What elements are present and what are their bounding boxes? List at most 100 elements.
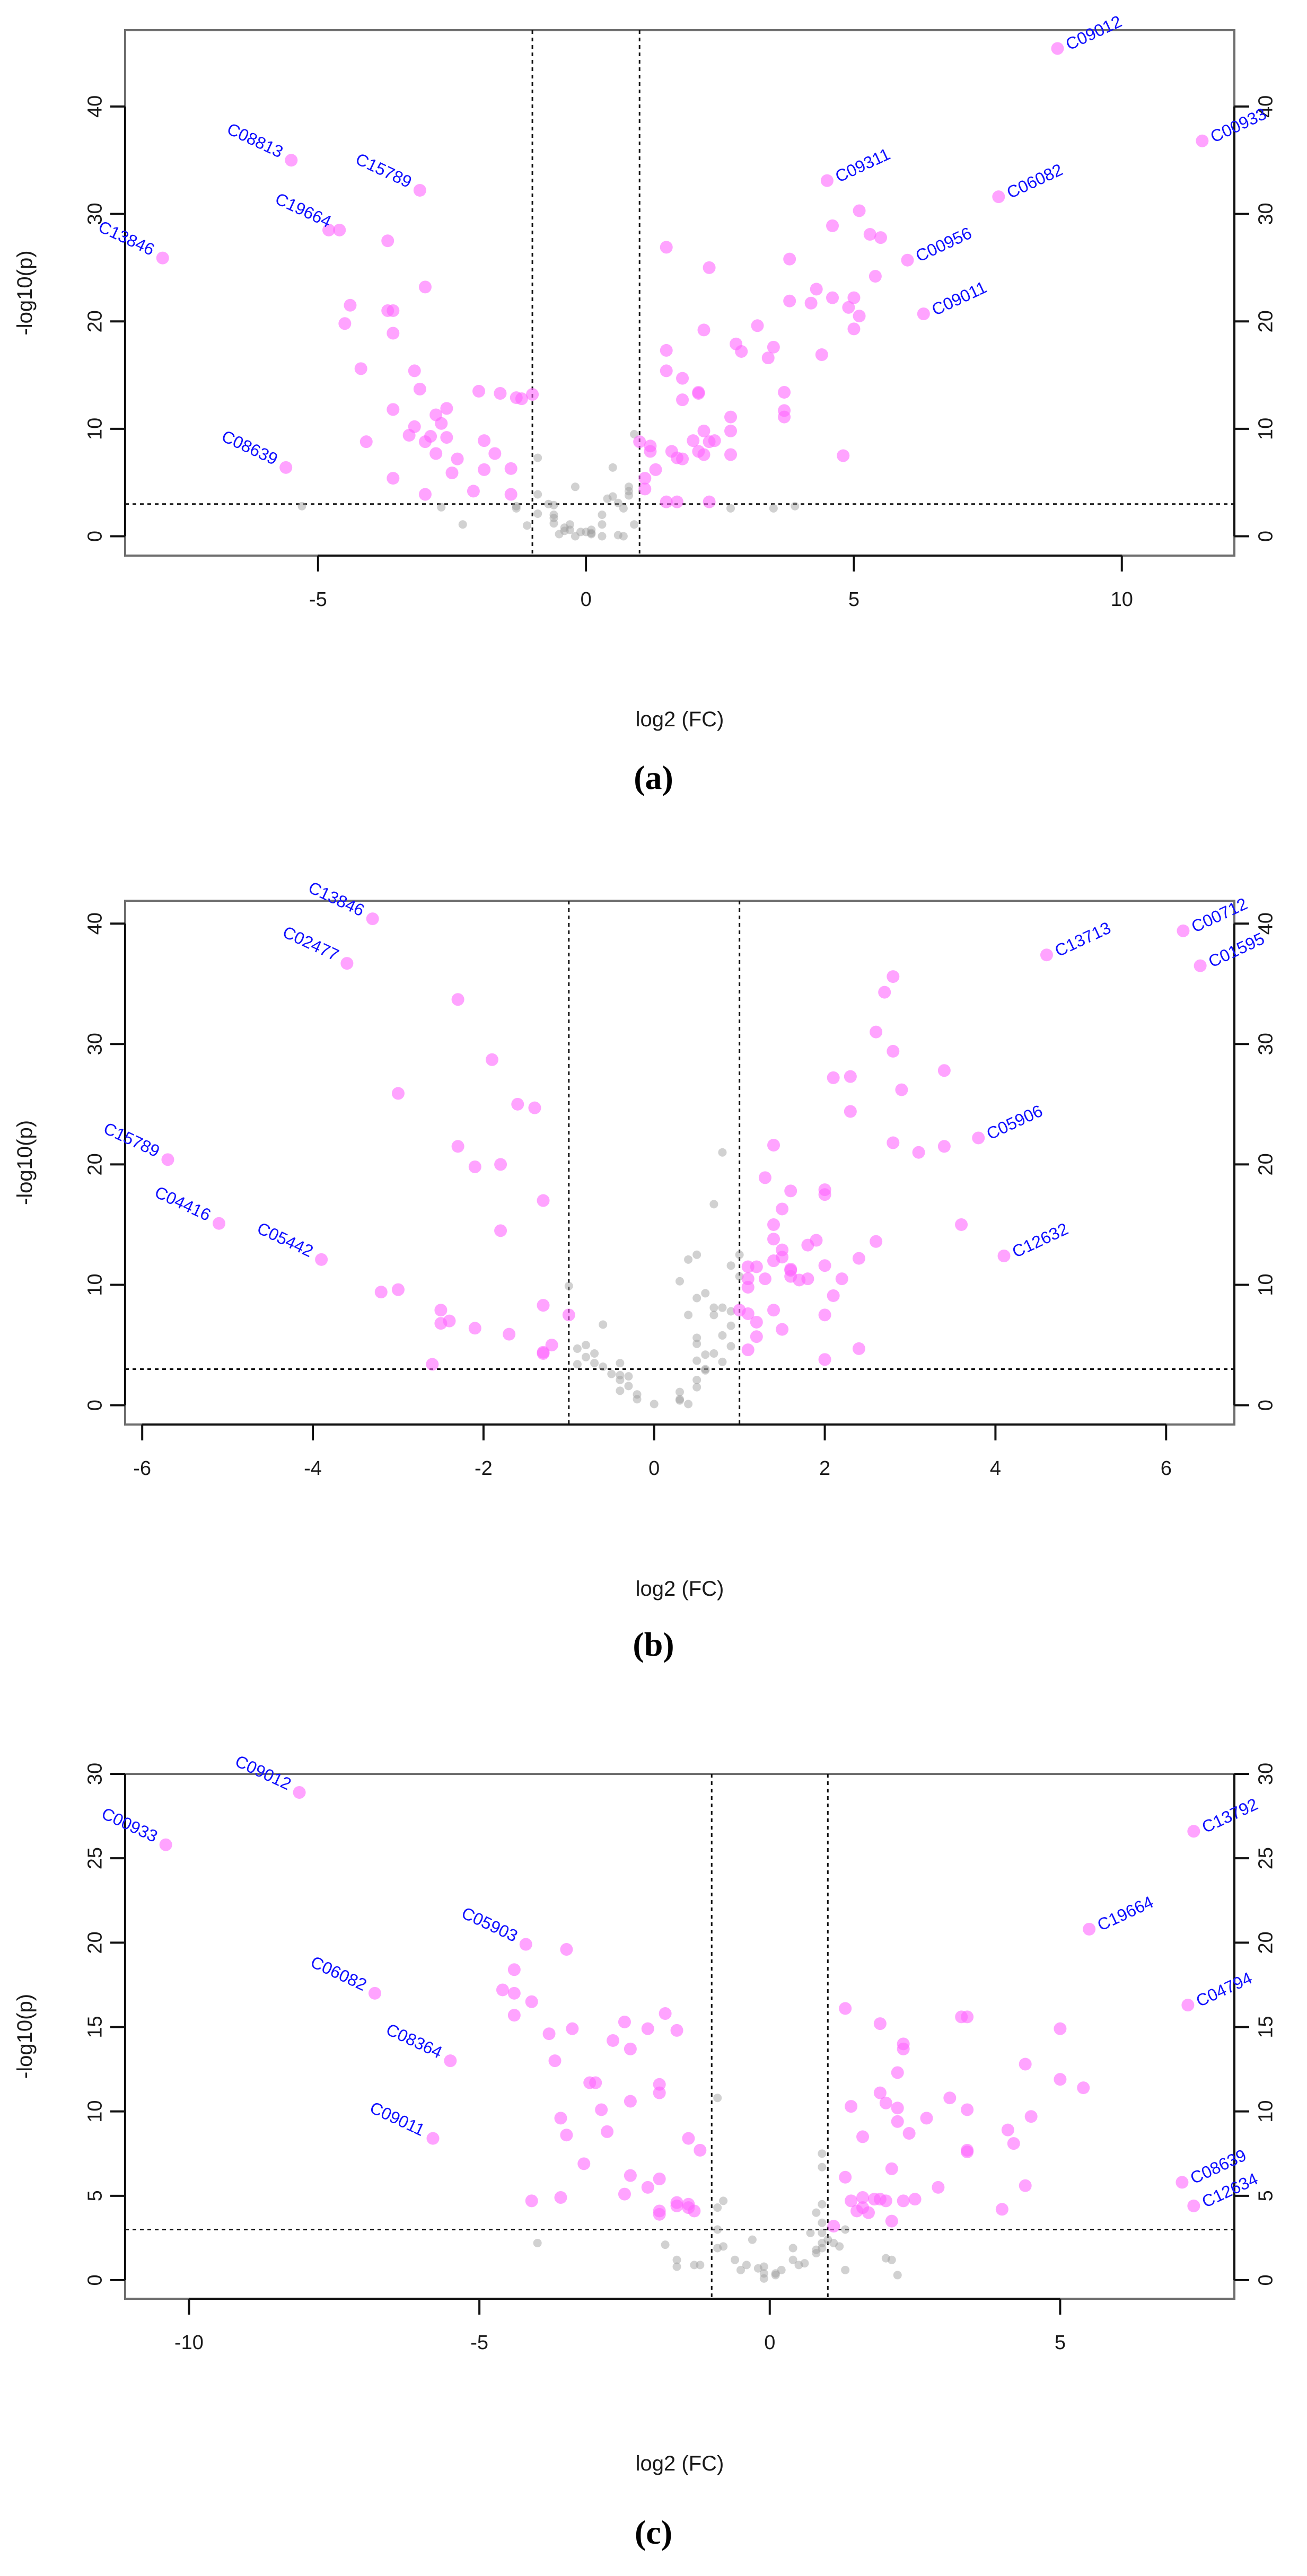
significant-point: [429, 447, 443, 460]
labeled-point: [1187, 1825, 1200, 1838]
y-tick-label-right: 15: [1255, 2016, 1277, 2038]
significant-point: [494, 1224, 507, 1237]
panel-a: -5 0 5 10 0 0 10 10 20 20 30 30 40 40 log2 (FC) -log10(…: [0, 0, 1307, 816]
significant-point: [653, 2172, 666, 2185]
significant-point: [863, 228, 876, 241]
significant-point: [862, 2206, 875, 2219]
nonsignificant-point: [800, 2259, 809, 2268]
nonsignificant-point: [560, 526, 569, 535]
nonsignificant-point: [771, 2269, 780, 2278]
significant-point: [1019, 2179, 1032, 2192]
nonsignificant-point: [713, 2225, 722, 2234]
significant-point: [445, 466, 459, 479]
nonsignificant-point: [806, 2228, 815, 2237]
x-tick-label: 4: [990, 1457, 1001, 1480]
nonsignificant-point: [512, 504, 521, 513]
significant-point: [879, 2194, 892, 2208]
significant-point: [682, 2132, 695, 2145]
nonsignificant-point: [599, 1362, 608, 1371]
labeled-point: [1083, 1922, 1096, 1936]
significant-point: [381, 234, 394, 248]
significant-point: [885, 2214, 898, 2228]
nonsignificant-point: [759, 2262, 768, 2271]
significant-point: [776, 1323, 789, 1336]
point-label: C08364: [383, 2020, 445, 2062]
nonsignificant-point: [736, 2265, 745, 2274]
labeled-point: [315, 1253, 328, 1266]
significant-point: [887, 970, 900, 983]
significant-point: [818, 1188, 831, 1201]
y-tick-label-left: 0: [84, 531, 106, 542]
labeled-point: [972, 1131, 985, 1145]
significant-point: [542, 2027, 556, 2041]
nonsignificant-point: [823, 2235, 832, 2244]
nonsignificant-point: [661, 2240, 670, 2249]
significant-point: [847, 291, 861, 304]
nonsignificant-point: [619, 532, 628, 541]
significant-point: [908, 2193, 922, 2206]
significant-point: [818, 1308, 831, 1322]
significant-point: [801, 1272, 814, 1286]
significant-point: [607, 2034, 620, 2047]
labeled-point: [426, 2132, 440, 2145]
nonsignificant-point: [576, 527, 585, 537]
significant-point: [387, 472, 400, 485]
significant-point: [503, 1327, 516, 1341]
nonsignificant-point: [726, 1307, 735, 1316]
nonsignificant-point: [709, 1311, 718, 1320]
nonsignificant-point: [701, 1350, 710, 1359]
nonsignificant-point: [887, 2255, 896, 2264]
significant-point: [434, 1304, 448, 1317]
point-label: C09011: [367, 2098, 428, 2140]
nonsignificant-point: [533, 2238, 542, 2247]
y-tick-label-right: 10: [1255, 2100, 1277, 2123]
y-tick-label-right: 20: [1255, 1931, 1277, 1954]
y-tick-label-right: 5: [1255, 2190, 1277, 2201]
nonsignificant-point: [692, 1333, 701, 1342]
nonsignificant-point: [458, 520, 467, 529]
nonsignificant-point: [692, 1383, 701, 1392]
nonsignificant-point: [616, 1375, 625, 1384]
point-label: C13792: [1199, 1795, 1261, 1837]
significant-point: [322, 223, 336, 236]
significant-point: [839, 2170, 852, 2184]
nonsignificant-point: [616, 1386, 625, 1395]
y-tick-label-right: 0: [1255, 2274, 1277, 2285]
significant-point: [767, 1304, 780, 1317]
significant-point: [842, 301, 855, 314]
y-tick-label-left: 10: [84, 418, 106, 440]
nonsignificant-point: [794, 2261, 803, 2270]
significant-point: [897, 2042, 910, 2055]
significant-point: [750, 1330, 763, 1343]
significant-point: [618, 2187, 631, 2201]
significant-point: [515, 392, 528, 406]
nonsignificant-point: [549, 500, 558, 509]
caption-b: (b): [633, 1625, 674, 1663]
nonsignificant-point: [672, 2255, 681, 2264]
nonsignificant-point: [818, 2238, 827, 2247]
significant-point: [387, 403, 400, 416]
nonsignificant-point: [581, 1352, 590, 1361]
significant-point: [783, 294, 796, 307]
significant-point: [595, 2103, 608, 2116]
nonsignificant-point: [835, 2242, 844, 2251]
point-label: C05903: [459, 1903, 521, 1946]
significant-point: [485, 1053, 498, 1066]
significant-point: [537, 1347, 550, 1360]
labeled-point: [413, 183, 426, 197]
nonsignificant-point: [713, 2203, 722, 2212]
y-tick-label-left: 5: [84, 2190, 106, 2201]
nonsignificant-point: [676, 1387, 684, 1396]
nonsignificant-point: [690, 2261, 699, 2270]
significant-point: [810, 283, 823, 296]
nonsignificant-point: [841, 2265, 850, 2274]
nonsignificant-point: [297, 502, 306, 511]
significant-point: [676, 372, 689, 385]
nonsignificant-point: [565, 520, 574, 529]
y-tick-label-right: 0: [1255, 531, 1277, 542]
nonsignificant-point: [718, 1303, 727, 1312]
nonsignificant-point: [812, 2249, 821, 2258]
significant-point: [847, 322, 861, 336]
x-tick-label: 0: [648, 1457, 660, 1480]
